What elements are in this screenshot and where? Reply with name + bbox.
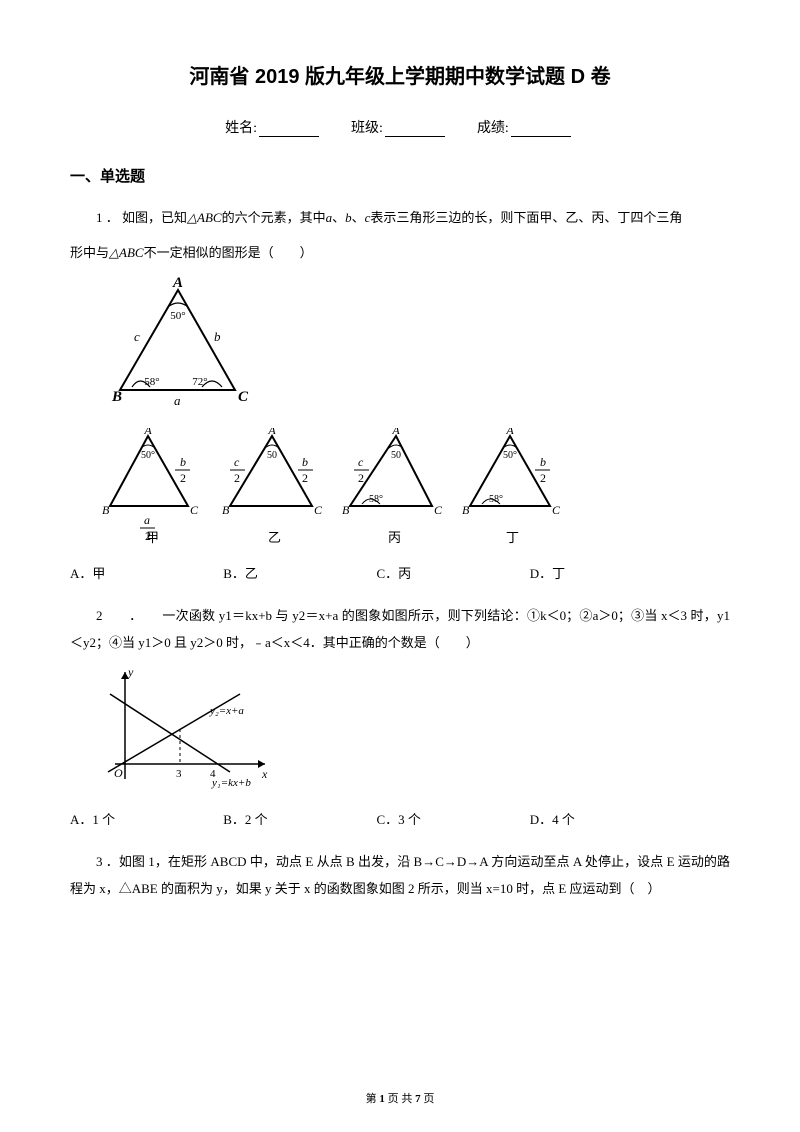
class-label: 班级:: [351, 121, 383, 136]
svg-text:b: b: [540, 455, 546, 469]
q2-figure: y x O 3 4 y₂=x+a y₁=kx+b: [100, 664, 730, 799]
svg-text:C: C: [434, 503, 443, 517]
svg-text:A: A: [172, 275, 183, 291]
page-title: 河南省 2019 版九年级上学期期中数学试题 D 卷: [70, 60, 730, 89]
svg-text:50°: 50°: [170, 310, 185, 322]
score-label: 成绩:: [477, 121, 509, 136]
svg-text:A: A: [505, 428, 514, 437]
svg-text:C: C: [238, 389, 249, 405]
svg-text:50°: 50°: [141, 450, 155, 461]
svg-text:c: c: [234, 455, 240, 469]
svg-text:58°: 58°: [369, 494, 383, 505]
svg-text:y₂=x+a: y₂=x+a: [209, 705, 244, 717]
score-blank: [511, 122, 571, 137]
svg-text:50°: 50°: [503, 450, 517, 461]
q1-text-line2: 形中与△ABC不一定相似的图形是（ ）: [70, 239, 730, 266]
svg-text:A: A: [143, 428, 152, 437]
svg-text:y₁=kx+b: y₁=kx+b: [211, 777, 251, 789]
svg-text:B: B: [222, 503, 230, 517]
q1-opt-d: D．丁: [530, 563, 680, 582]
svg-text:a: a: [144, 513, 150, 527]
svg-text:B: B: [342, 503, 350, 517]
svg-text:58°: 58°: [144, 376, 159, 388]
svg-text:b: b: [180, 455, 186, 469]
student-info-row: 姓名: 班级: 成绩:: [70, 117, 730, 137]
q1-opt-c: C．丙: [377, 563, 527, 582]
name-blank: [259, 122, 319, 137]
q1-main-figure: A B C c b a 50° 58° 72°: [100, 275, 730, 420]
svg-text:丙: 丙: [388, 530, 401, 545]
q1-opt-b: B．乙: [223, 563, 373, 582]
svg-text:O: O: [114, 766, 123, 780]
q1-sub-figures: A B C 50° b 2 a 2 甲 A B C 50 c: [100, 428, 730, 553]
section-1-heading: 一、单选题: [70, 165, 730, 186]
four-triangles-icon: A B C 50° b 2 a 2 甲 A B C 50 c: [100, 428, 580, 548]
triangle-abc-icon: A B C c b a 50° 58° 72°: [100, 275, 260, 415]
name-label: 姓名:: [225, 121, 257, 136]
page-footer: 第 1 页 共 7 页: [0, 1090, 800, 1106]
svg-text:3: 3: [176, 768, 182, 780]
svg-text:x: x: [261, 767, 268, 781]
svg-text:B: B: [111, 389, 122, 405]
svg-text:C: C: [552, 503, 561, 517]
svg-text:58°: 58°: [489, 494, 503, 505]
q1-text: 1 ． 如图，已知△ABC的六个元素，其中a、b、c表示三角形三边的长，则下面甲…: [70, 204, 730, 231]
svg-text:c: c: [358, 455, 364, 469]
svg-text:C: C: [314, 503, 323, 517]
svg-text:A: A: [267, 428, 276, 437]
q2-text: 2 ． 一次函数 y1＝kx+b 与 y2＝x+a 的图象如图所示，则下列结论：…: [70, 602, 730, 657]
q3-text: 3 ．如图 1，在矩形 ABCD 中，动点 E 从点 B 出发，沿 B→C→D→…: [70, 848, 730, 903]
svg-text:乙: 乙: [268, 530, 281, 545]
svg-text:2: 2: [540, 471, 546, 485]
svg-text:甲: 甲: [146, 530, 159, 545]
svg-text:72°: 72°: [192, 376, 207, 388]
svg-text:B: B: [102, 503, 110, 517]
q2-opt-d: D．4 个: [530, 809, 680, 828]
svg-text:y: y: [127, 665, 134, 679]
svg-text:50: 50: [267, 450, 277, 461]
linear-functions-icon: y x O 3 4 y₂=x+a y₁=kx+b: [100, 664, 280, 794]
svg-text:a: a: [174, 393, 181, 408]
svg-text:50: 50: [391, 450, 401, 461]
q1-options: A．甲 B．乙 C．丙 D．丁: [70, 563, 730, 582]
svg-text:c: c: [134, 329, 140, 344]
svg-text:A: A: [391, 428, 400, 437]
class-blank: [385, 122, 445, 137]
svg-text:2: 2: [358, 471, 364, 485]
svg-text:2: 2: [234, 471, 240, 485]
svg-text:B: B: [462, 503, 470, 517]
svg-text:b: b: [302, 455, 308, 469]
q1-opt-a: A．甲: [70, 563, 220, 582]
svg-text:C: C: [190, 503, 199, 517]
svg-text:2: 2: [180, 471, 186, 485]
svg-text:2: 2: [302, 471, 308, 485]
svg-text:b: b: [214, 329, 221, 344]
q2-options: A．1 个 B．2 个 C．3 个 D．4 个: [70, 809, 730, 828]
q2-opt-a: A．1 个: [70, 809, 220, 828]
svg-text:丁: 丁: [506, 530, 519, 545]
q2-opt-b: B．2 个: [223, 809, 373, 828]
q2-opt-c: C．3 个: [377, 809, 527, 828]
